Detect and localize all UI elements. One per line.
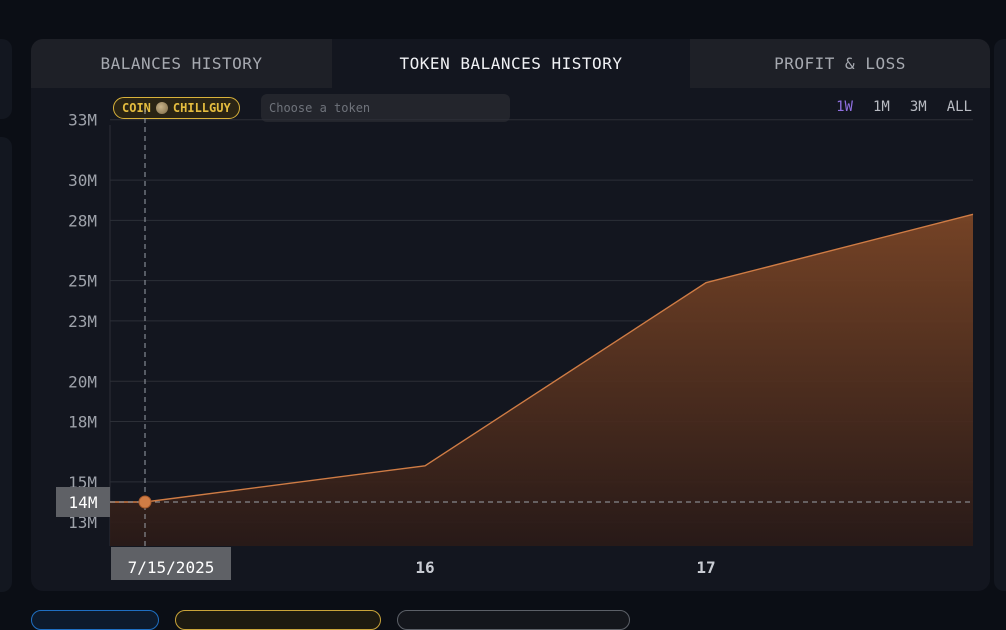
bottom-pill-gray[interactable]	[397, 610, 630, 630]
left-card-top	[0, 39, 12, 119]
x-crosshair-label-bg	[111, 547, 231, 580]
series-line	[110, 213, 974, 503]
token-search-input[interactable]	[261, 94, 510, 122]
crosshair-point	[138, 495, 152, 509]
series	[110, 213, 974, 546]
token-balances-panel: BALANCES HISTORY TOKEN BALANCES HISTORY …	[31, 39, 990, 591]
y-tick-label: 20M	[68, 372, 97, 391]
y-tick-label: 18M	[68, 413, 97, 432]
range-all[interactable]: ALL	[946, 99, 972, 115]
y-crosshair-label-bg	[56, 487, 110, 517]
area-fill	[110, 214, 973, 546]
y-tick-label: 25M	[68, 272, 97, 291]
tab-balances-history[interactable]: BALANCES HISTORY	[31, 39, 332, 88]
coin-prefix: COIN	[122, 101, 151, 115]
range-3m[interactable]: 3M	[909, 99, 927, 115]
coin-name: CHILLGUY	[172, 101, 231, 115]
x-crosshair-label: 7/15/2025	[128, 558, 215, 577]
tab-bar: BALANCES HISTORY TOKEN BALANCES HISTORY …	[31, 39, 990, 88]
x-tick-label: 17	[696, 558, 715, 577]
y-crosshair-label: 14M	[69, 493, 98, 512]
y-tick-label: 13M	[68, 513, 97, 532]
left-card-bottom	[0, 137, 12, 592]
x-tick-label: 16	[415, 558, 434, 577]
x-axis: 16 17	[415, 558, 715, 577]
range-1w[interactable]: 1W	[836, 99, 853, 115]
y-tick-label: 23M	[68, 312, 97, 331]
coin-filter-badge[interactable]: COIN CHILLGUY	[113, 97, 240, 119]
y-tick-label: 30M	[68, 171, 97, 190]
tab-profit-loss[interactable]: PROFIT & LOSS	[689, 39, 990, 88]
range-1m[interactable]: 1M	[872, 99, 890, 115]
tab-token-balances-history[interactable]: TOKEN BALANCES HISTORY	[332, 39, 689, 88]
y-tick-label: 28M	[68, 211, 97, 230]
bottom-pill-yellow[interactable]	[175, 610, 381, 630]
chillguy-token-icon	[155, 102, 168, 114]
bottom-pill-blue[interactable]	[31, 610, 159, 630]
crosshair: 14M 7/15/2025	[56, 109, 973, 580]
y-tick-label: 33M	[68, 111, 97, 130]
right-card	[994, 39, 1006, 591]
range-selector: 1W 1M 3M ALL	[836, 99, 972, 115]
